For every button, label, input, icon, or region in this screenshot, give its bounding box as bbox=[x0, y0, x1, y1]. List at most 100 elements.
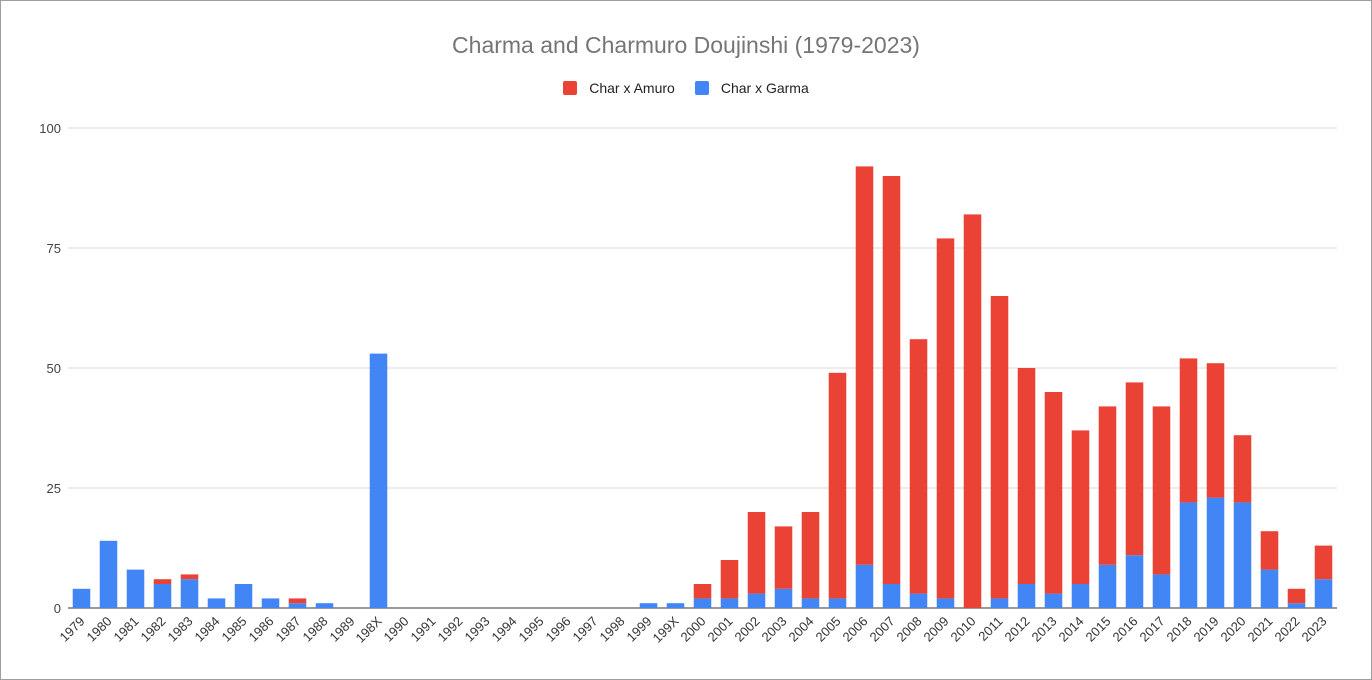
bar-char-x-amuro: Char x Amuro 2013: 42 bbox=[1044, 392, 1063, 594]
legend-item-char-x-amuro[interactable]: Char x Amuro bbox=[563, 80, 675, 96]
bar-char-x-garma: Char x Garma 2019: 23 bbox=[1206, 497, 1225, 608]
y-tick-label: 50 bbox=[47, 361, 61, 376]
bar-char-x-amuro: Char x Amuro 2014: 32 bbox=[1071, 430, 1090, 584]
bar-char-x-amuro: Char x Amuro 2018: 30 bbox=[1179, 358, 1198, 503]
bar-char-x-garma: Char x Garma 1986: 2 bbox=[261, 598, 280, 608]
bar-char-x-garma: Char x Garma 2008: 3 bbox=[909, 593, 928, 608]
x-tick-label: 1997 bbox=[570, 614, 601, 645]
x-tick-label: 2008 bbox=[894, 614, 925, 645]
x-tick-label: 2004 bbox=[786, 614, 817, 645]
bar-char-x-amuro: Char x Amuro 2000: 3 bbox=[693, 584, 712, 599]
bar-char-x-amuro: Char x Amuro 2007: 85 bbox=[882, 176, 901, 584]
bar-char-x-amuro: Char x Amuro 2005: 47 bbox=[828, 372, 847, 599]
bar-char-x-amuro: Char x Amuro 2004: 18 bbox=[801, 512, 820, 599]
x-tick-label: 1979 bbox=[57, 614, 88, 645]
bar-char-x-garma: Char x Garma 2014: 5 bbox=[1071, 584, 1090, 608]
x-tick-label: 1990 bbox=[381, 614, 412, 645]
bar-char-x-amuro: Char x Amuro 2008: 53 bbox=[909, 339, 928, 594]
bar-char-x-garma: Char x Garma 2000: 2 bbox=[693, 598, 712, 608]
bar-char-x-garma: Char x Garma 1985: 5 bbox=[234, 584, 253, 608]
x-tick-label: 199X bbox=[650, 613, 682, 645]
y-tick-label: 25 bbox=[47, 481, 61, 496]
x-tick-label: 2006 bbox=[840, 614, 871, 645]
x-tick-label: 2023 bbox=[1299, 614, 1330, 645]
bar-char-x-garma: Char x Garma 2002: 3 bbox=[747, 593, 766, 608]
legend-label-char-x-garma: Char x Garma bbox=[720, 80, 809, 96]
x-tick-label: 2010 bbox=[948, 614, 979, 645]
bar-char-x-garma: Char x Garma 2022: 1 bbox=[1287, 603, 1306, 608]
x-tick-label: 1996 bbox=[543, 614, 574, 645]
x-tick-label: 1992 bbox=[435, 614, 466, 645]
x-tick-label: 1982 bbox=[138, 614, 169, 645]
bar-char-x-garma: Char x Garma 1981: 8 bbox=[126, 569, 145, 608]
bar-char-x-amuro: Char x Amuro 2021: 8 bbox=[1260, 531, 1279, 570]
x-tick-label: 1980 bbox=[84, 614, 115, 645]
x-tick-label: 2011 bbox=[975, 614, 1005, 644]
x-tick-label: 2017 bbox=[1137, 614, 1168, 645]
x-tick-label: 1995 bbox=[516, 614, 547, 645]
x-tick-label: 2002 bbox=[732, 614, 763, 645]
bar-char-x-garma: Char x Garma 1987: 1 bbox=[288, 603, 307, 608]
bar-char-x-garma: Char x Garma 1982: 5 bbox=[153, 584, 172, 608]
x-tick-label: 2012 bbox=[1002, 614, 1033, 645]
bar-char-x-amuro: Char x Amuro 2017: 35 bbox=[1152, 406, 1171, 575]
bar-char-x-garma: Char x Garma 2023: 6 bbox=[1314, 579, 1333, 608]
x-tick-label: 2001 bbox=[705, 614, 736, 645]
x-tick-label: 2020 bbox=[1218, 614, 1249, 645]
x-tick-label: 2022 bbox=[1272, 614, 1303, 645]
bar-char-x-amuro: Char x Amuro 2020: 14 bbox=[1233, 435, 1252, 503]
bar-char-x-garma: Char x Garma 1984: 2 bbox=[207, 598, 226, 608]
bar-char-x-garma: Char x Garma 1988: 1 bbox=[315, 603, 334, 608]
bar-char-x-garma: Char x Garma 2001: 2 bbox=[720, 598, 739, 608]
bar-char-x-amuro: Char x Amuro 2010: 82 bbox=[963, 214, 982, 608]
bar-char-x-amuro: Char x Amuro 1987: 1 bbox=[288, 598, 307, 604]
bar-char-x-amuro: Char x Amuro 2023: 7 bbox=[1314, 545, 1333, 580]
x-tick-label: 1987 bbox=[273, 614, 304, 645]
y-tick-label: 0 bbox=[54, 601, 61, 616]
bar-char-x-amuro: Char x Amuro 2003: 13 bbox=[774, 526, 793, 589]
bar-char-x-amuro: Char x Amuro 1983: 1 bbox=[180, 574, 199, 580]
x-tick-label: 2018 bbox=[1164, 614, 1195, 645]
bar-char-x-garma: Char x Garma 2021: 8 bbox=[1260, 569, 1279, 608]
x-tick-label: 2019 bbox=[1191, 614, 1222, 645]
x-tick-label: 1991 bbox=[408, 614, 439, 645]
bar-char-x-amuro: Char x Amuro 2015: 33 bbox=[1098, 406, 1117, 565]
legend-item-char-x-garma[interactable]: Char x Garma bbox=[694, 80, 809, 96]
bar-char-x-amuro: Char x Amuro 2016: 36 bbox=[1125, 382, 1144, 556]
legend-swatch-char-x-amuro bbox=[563, 81, 578, 95]
bar-char-x-amuro: Char x Amuro 2001: 8 bbox=[720, 560, 739, 599]
x-tick-label: 1981 bbox=[111, 614, 142, 645]
bar-char-x-garma: Char x Garma 1980: 14 bbox=[99, 540, 118, 608]
x-tick-label: 2003 bbox=[759, 614, 790, 645]
bar-char-x-garma: Char x Garma 2012: 5 bbox=[1017, 584, 1036, 608]
x-tick-label: 2016 bbox=[1110, 614, 1141, 645]
bar-char-x-garma: Char x Garma 2007: 5 bbox=[882, 584, 901, 608]
bar-char-x-amuro: Char x Amuro 2011: 63 bbox=[990, 296, 1009, 599]
x-tick-label: 1993 bbox=[462, 614, 493, 645]
x-tick-label: 2007 bbox=[867, 614, 898, 645]
x-tick-label: 2000 bbox=[678, 614, 709, 645]
bar-char-x-garma: Char x Garma 2003: 4 bbox=[774, 588, 793, 608]
bar-char-x-amuro: Char x Amuro 2002: 17 bbox=[747, 512, 766, 594]
bar-char-x-garma: Char x Garma 198X: 53 bbox=[369, 353, 388, 608]
bar-char-x-garma: Char x Garma 2018: 22 bbox=[1179, 502, 1198, 608]
x-tick-label: 1985 bbox=[219, 614, 250, 645]
bar-char-x-garma: Char x Garma 2005: 2 bbox=[828, 598, 847, 608]
bar-char-x-garma: Char x Garma 2006: 9 bbox=[855, 564, 874, 608]
legend-label-char-x-amuro: Char x Amuro bbox=[589, 80, 675, 96]
x-tick-label: 1999 bbox=[624, 614, 655, 645]
x-tick-label: 1994 bbox=[489, 614, 520, 645]
bar-char-x-garma: Char x Garma 1999: 1 bbox=[639, 603, 658, 608]
bar-char-x-garma: Char x Garma 2009: 2 bbox=[936, 598, 955, 608]
bar-char-x-garma: Char x Garma 2004: 2 bbox=[801, 598, 820, 608]
bar-char-x-garma: Char x Garma 199X: 1 bbox=[666, 603, 685, 608]
x-tick-label: 2013 bbox=[1029, 614, 1060, 645]
bar-char-x-amuro: Char x Amuro 2012: 45 bbox=[1017, 368, 1036, 584]
bar-char-x-garma: Char x Garma 2011: 2 bbox=[990, 598, 1009, 608]
legend-swatch-char-x-garma bbox=[694, 81, 709, 95]
x-tick-label: 2005 bbox=[813, 614, 844, 645]
x-tick-label: 2014 bbox=[1056, 614, 1087, 645]
x-tick-label: 2021 bbox=[1245, 614, 1276, 645]
